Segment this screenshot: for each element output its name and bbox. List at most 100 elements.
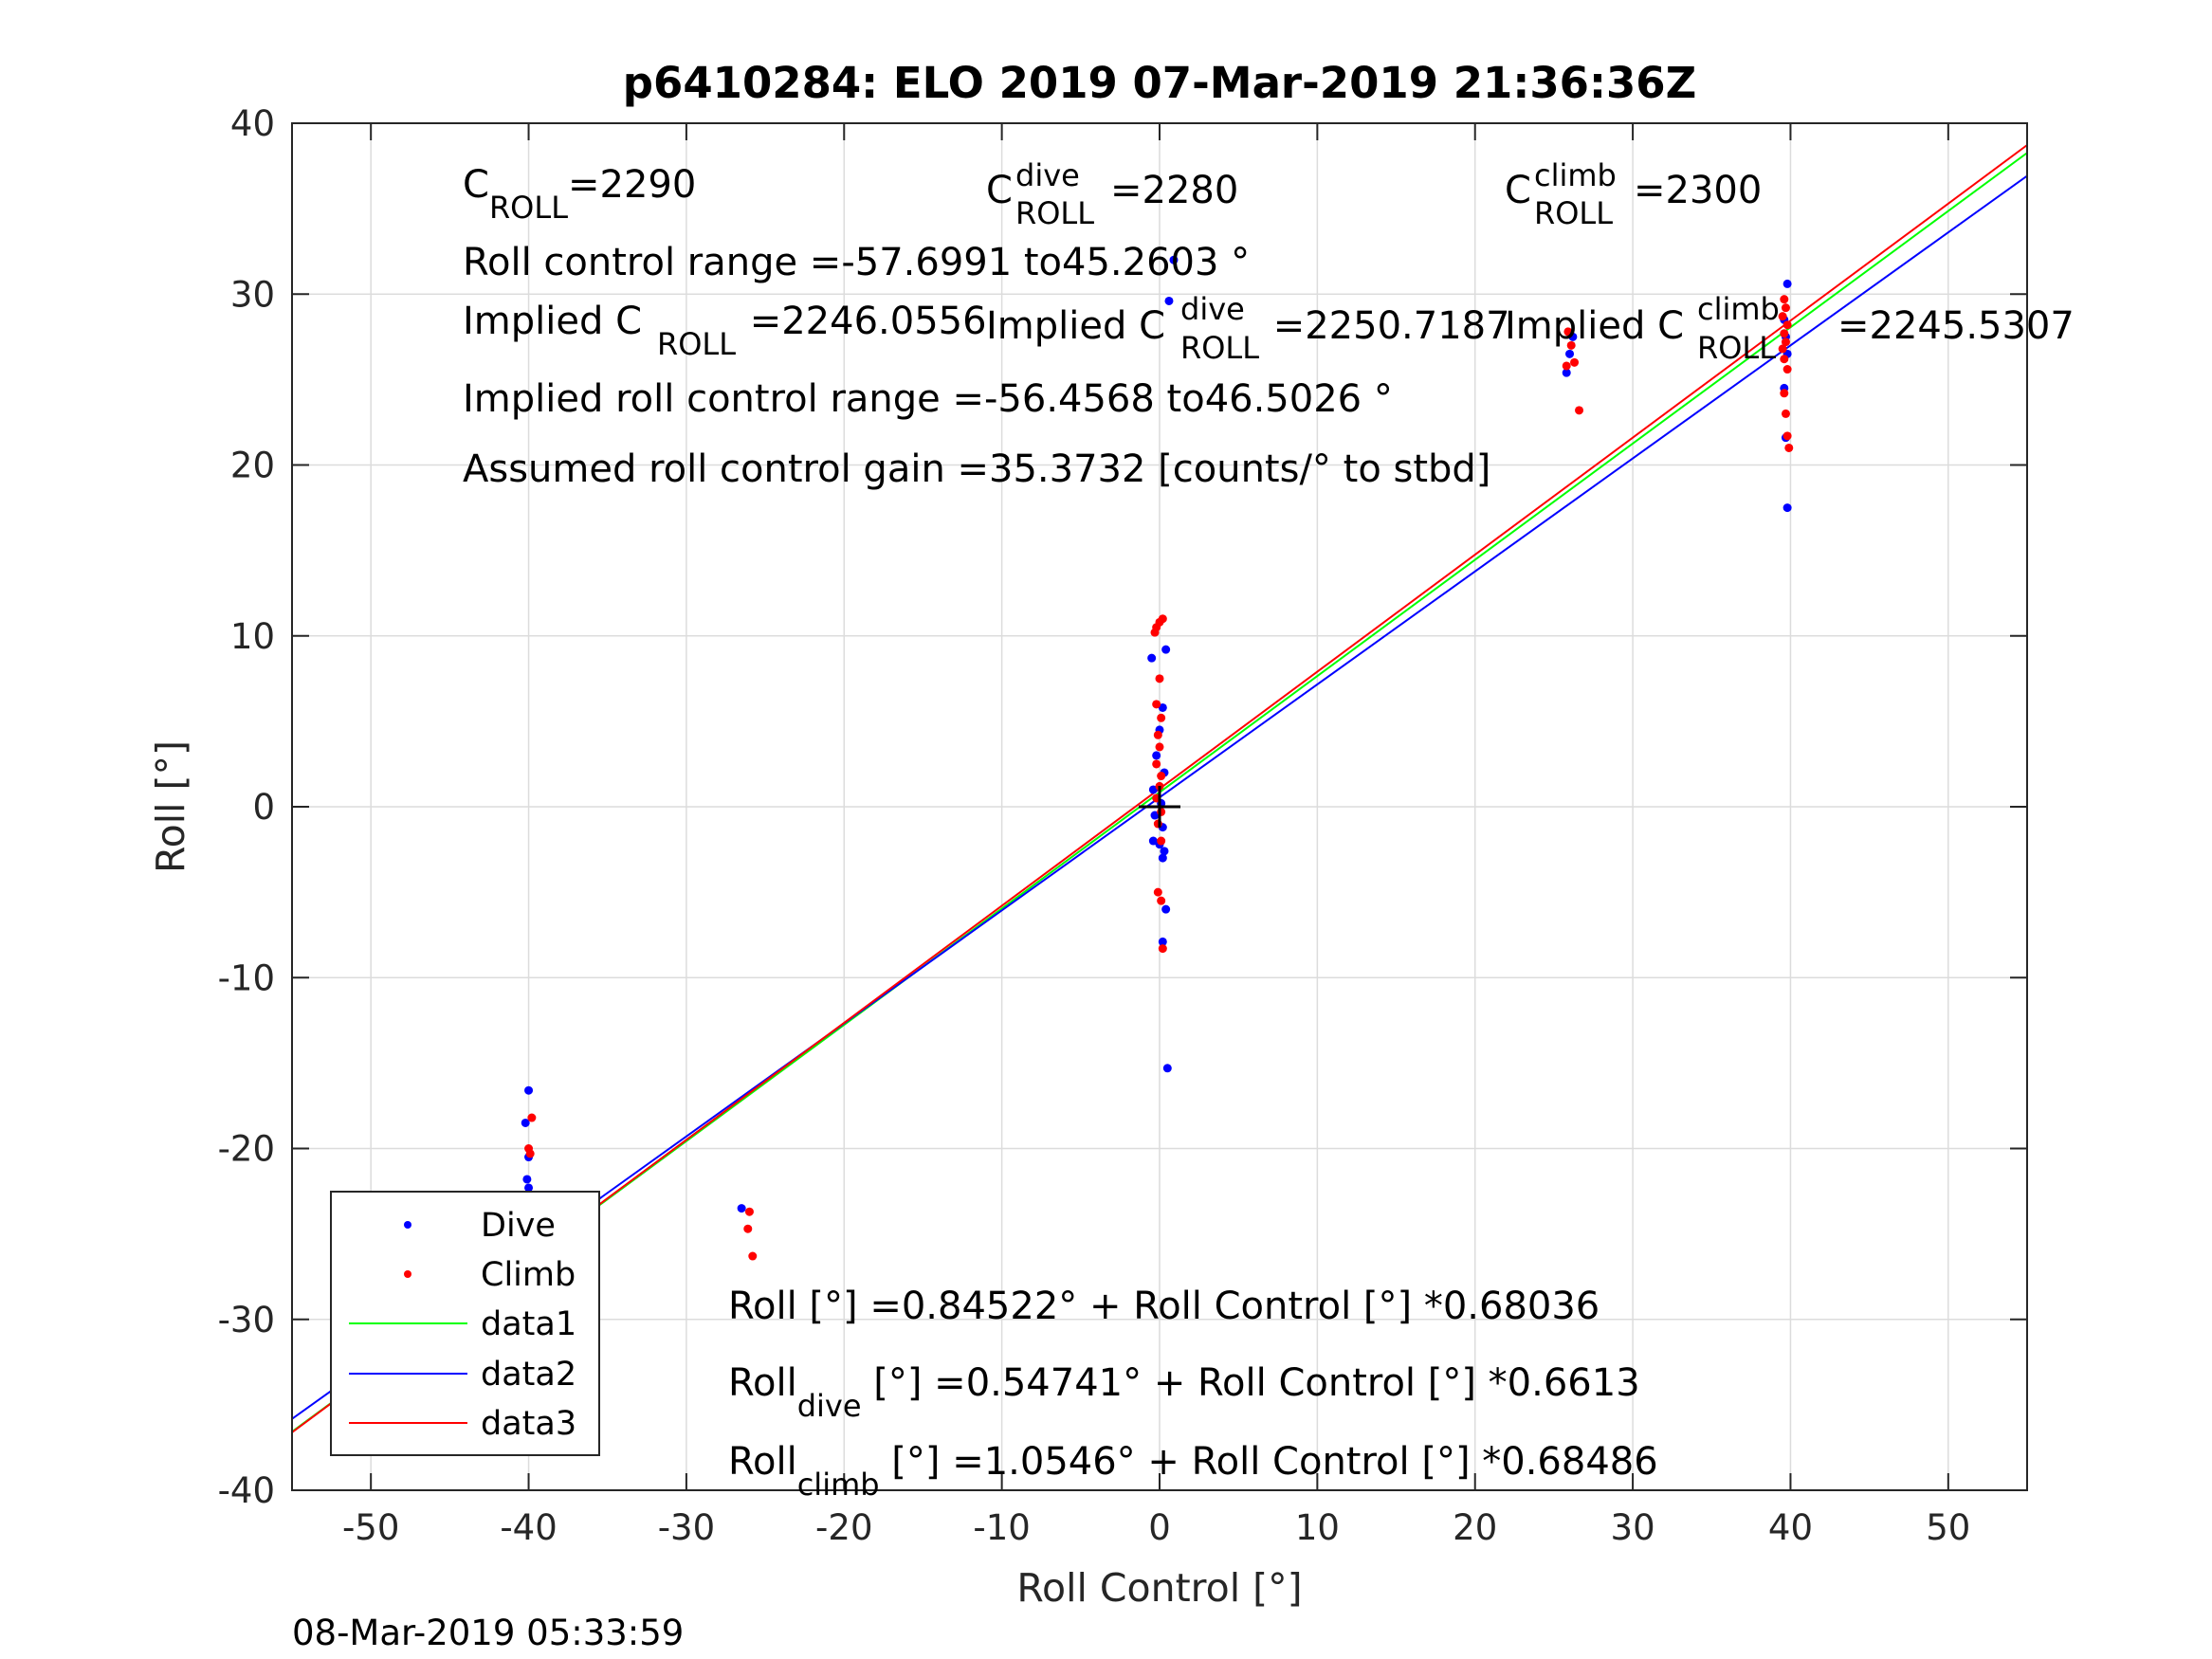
data-point-climb [743, 1224, 753, 1233]
x-axis-label: Roll Control [°] [1016, 1565, 1302, 1611]
data-point-climb [1155, 742, 1164, 752]
data-point-climb [1158, 944, 1167, 954]
annotation-fit-all: Roll [°] =0.84522° + Roll Control [°] *0… [728, 1285, 1600, 1328]
footer-timestamp: 08-Mar-2019 05:33:59 [292, 1613, 684, 1653]
data-point-dive [1158, 702, 1167, 712]
data-point-climb [1157, 896, 1166, 905]
data-point-dive [522, 1175, 532, 1184]
data-point-dive [1162, 1064, 1172, 1073]
data-point-dive [737, 1204, 746, 1213]
data-point-dive [1158, 853, 1167, 863]
data-point-climb [1778, 344, 1787, 354]
data-point-dive [1147, 653, 1157, 663]
x-tick-label: 10 [1295, 1507, 1340, 1548]
annotation-implied-c-roll: Implied CROLL =2246.0556 [463, 300, 987, 362]
annotation-fit-climb: Rollclimb [°] =1.0546° + Roll Control [°… [728, 1440, 1658, 1503]
annotation-implied-range: Implied roll control range =-56.4568 to4… [463, 377, 1393, 421]
data-point-climb [1778, 312, 1787, 321]
data-point-dive [1169, 255, 1179, 264]
data-point-climb [1562, 361, 1571, 371]
data-point-climb [525, 1149, 535, 1158]
legend: Dive Climb data1 data2 data3 [330, 1191, 600, 1456]
data-point-dive [1152, 751, 1161, 760]
data-point-climb [1152, 700, 1161, 709]
data-point-climb [1157, 836, 1166, 846]
data-point-dive [1150, 811, 1160, 820]
legend-label-dive: Dive [481, 1207, 556, 1245]
x-tick-label: 50 [1926, 1507, 1970, 1548]
data-point-dive [1158, 937, 1167, 946]
annotation-c-roll: CROLL=2290 [463, 163, 696, 226]
data-point-dive [524, 1183, 534, 1193]
data-point-dive [1148, 785, 1158, 794]
data-point-climb [1566, 340, 1576, 350]
x-tick-label: 40 [1768, 1507, 1813, 1548]
data-point-dive [1148, 836, 1158, 846]
y-tick-labels: -40 -30 -20 -10 0 10 20 30 40 [218, 103, 275, 1511]
chart-title: p6410284: ELO 2019 07-Mar-2019 21:36:36Z [623, 58, 1696, 108]
data-point-climb [1575, 406, 1584, 415]
x-tick-labels: -50 -40 -30 -20 -10 0 10 20 30 40 50 [342, 1507, 1970, 1548]
data-point-climb [1153, 887, 1162, 897]
x-tick-label: -30 [658, 1507, 715, 1548]
legend-marker-dive [404, 1221, 411, 1229]
y-tick-label: 30 [230, 274, 275, 315]
data-point-climb [1157, 772, 1166, 781]
data-point-climb [1157, 713, 1166, 722]
annotation-c-roll-dive: Cdive ROLL=2280 [986, 157, 1238, 231]
x-tick-label: 20 [1453, 1507, 1497, 1548]
data-point-dive [1161, 645, 1171, 654]
x-tick-label: -20 [815, 1507, 872, 1548]
y-tick-label: 10 [230, 616, 275, 657]
annotation-gain: Assumed roll control gain =35.3732 [coun… [463, 447, 1490, 491]
x-tick-label: 0 [1148, 1507, 1171, 1548]
data-point-climb [1780, 329, 1789, 338]
y-tick-label: -40 [218, 1470, 275, 1511]
legend-label-data1: data1 [481, 1305, 576, 1343]
y-tick-label: 0 [252, 787, 275, 828]
data-point-dive [1160, 847, 1169, 856]
annotation-roll-control-range: Roll control range =-57.6991 to45.2603 ° [463, 241, 1250, 284]
data-point-climb [1782, 431, 1792, 441]
origin-marker [1139, 786, 1180, 828]
y-tick-label: 40 [230, 103, 275, 144]
data-point-dive [521, 1118, 530, 1127]
data-point-climb [1782, 320, 1792, 330]
y-tick-label: -10 [218, 957, 275, 998]
data-point-climb [1784, 443, 1794, 452]
data-point-climb [1780, 355, 1789, 364]
data-point-climb [1150, 628, 1160, 637]
data-point-dive [1164, 296, 1174, 305]
data-point-climb [1781, 303, 1790, 313]
data-point-climb [1563, 327, 1573, 337]
x-tick-label: -10 [973, 1507, 1030, 1548]
x-tick-label: 30 [1611, 1507, 1655, 1548]
data-point-climb [1780, 389, 1789, 398]
data-point-dive [1782, 279, 1792, 288]
legend-label-data2: data2 [481, 1356, 576, 1394]
data-point-dive [1782, 503, 1792, 513]
data-point-dive [1562, 368, 1571, 377]
legend-label-climb: Climb [481, 1256, 576, 1294]
y-tick-label: 20 [230, 446, 275, 486]
data-point-climb [1153, 730, 1162, 739]
data-point-climb [527, 1113, 537, 1122]
y-tick-label: -30 [218, 1300, 275, 1340]
data-point-climb [748, 1251, 758, 1261]
legend-label-data3: data3 [481, 1405, 576, 1443]
data-point-climb [744, 1207, 754, 1216]
legend-marker-climb [404, 1270, 411, 1278]
data-point-climb [1158, 614, 1167, 624]
data-point-climb [1782, 365, 1792, 374]
data-point-dive [1161, 904, 1171, 914]
data-point-climb [1780, 295, 1789, 304]
data-point-climb [1781, 409, 1790, 418]
annotation-fit-dive: Rolldive [°] =0.54741° + Roll Control [°… [728, 1361, 1640, 1424]
axis-ticks [292, 122, 2027, 1491]
data-point-climb [1781, 337, 1790, 347]
data-point-climb [1152, 759, 1161, 769]
data-point-dive [1565, 349, 1575, 358]
